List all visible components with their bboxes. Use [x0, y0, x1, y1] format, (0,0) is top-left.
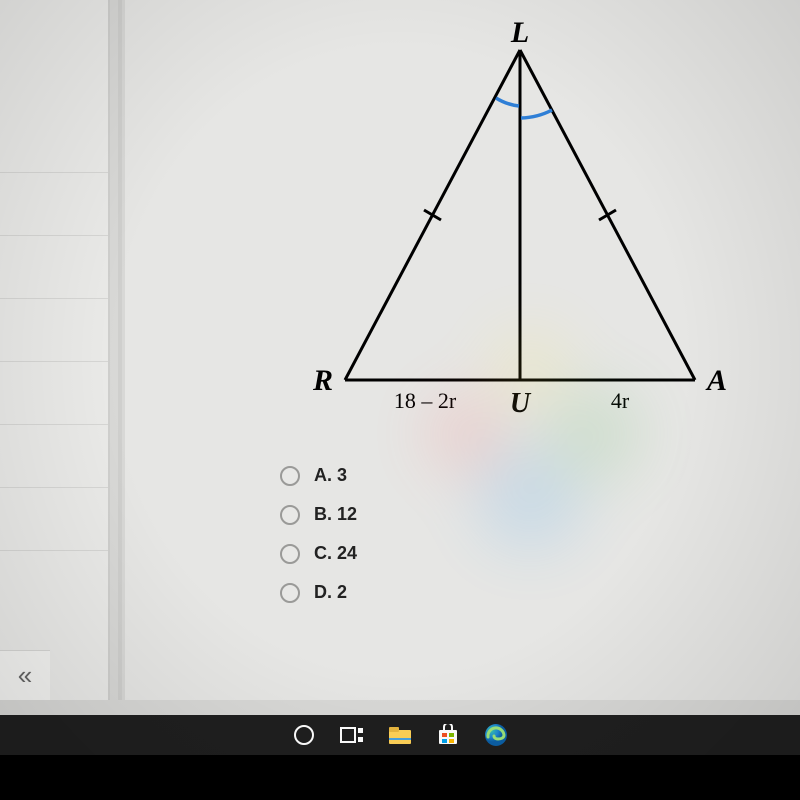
laptop-bezel [0, 755, 800, 800]
collapse-sidebar-button[interactable]: « [0, 650, 50, 700]
answer-label: A. 3 [314, 465, 347, 486]
radio-icon[interactable] [280, 505, 300, 525]
radio-icon[interactable] [280, 544, 300, 564]
left-sidebar [0, 0, 110, 700]
svg-text:R: R [312, 364, 333, 397]
segment-label-ru: 18 – 2r [394, 388, 457, 413]
microsoft-store-icon[interactable] [435, 722, 461, 748]
answer-option-a[interactable]: A. 3 [280, 465, 357, 486]
edge-icon[interactable] [483, 722, 509, 748]
segment-label-ua: 4r [611, 388, 630, 413]
panel-divider [118, 0, 122, 700]
radio-icon[interactable] [280, 583, 300, 603]
content-area: L R A U 18 – 2r 4r A. 3 B. 12 C. 24 [125, 0, 800, 700]
answer-option-d[interactable]: D. 2 [280, 582, 357, 603]
answer-label: C. 24 [314, 543, 357, 564]
chevron-double-left-icon: « [18, 660, 32, 691]
radio-icon[interactable] [280, 466, 300, 486]
answer-label: B. 12 [314, 504, 357, 525]
svg-text:L: L [510, 20, 529, 49]
triangle-diagram: L R A U 18 – 2r 4r [285, 20, 755, 440]
answer-option-b[interactable]: B. 12 [280, 504, 357, 525]
windows-taskbar[interactable] [0, 715, 800, 755]
answer-options: A. 3 B. 12 C. 24 D. 2 [280, 465, 357, 603]
task-view-icon[interactable] [339, 722, 365, 748]
svg-text:A: A [705, 364, 727, 397]
file-explorer-icon[interactable] [387, 722, 413, 748]
answer-label: D. 2 [314, 582, 347, 603]
svg-text:U: U [510, 388, 532, 419]
cortana-circle-icon[interactable] [291, 722, 317, 748]
answer-option-c[interactable]: C. 24 [280, 543, 357, 564]
